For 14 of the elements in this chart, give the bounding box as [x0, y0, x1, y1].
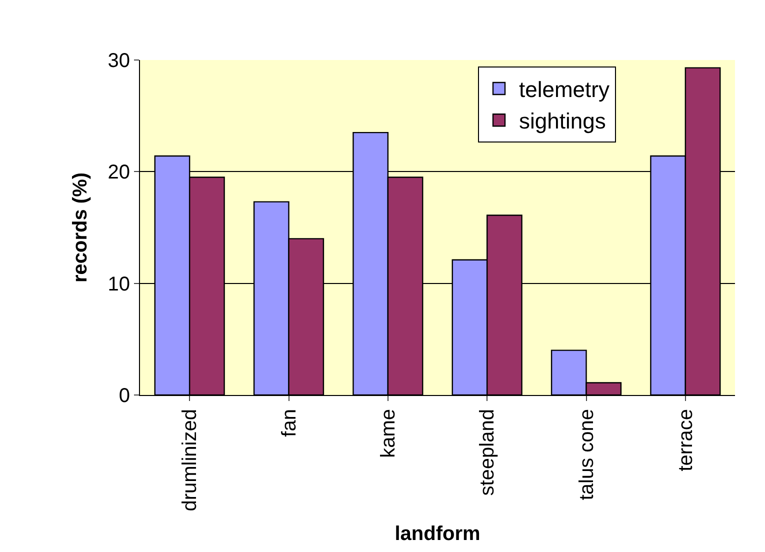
y-tick-label: 20: [108, 162, 130, 184]
legend-label: telemetry: [519, 77, 610, 102]
x-axis-title: landform: [394, 522, 480, 545]
y-tick-label: 0: [118, 385, 130, 407]
x-tick-label: terrace: [674, 409, 697, 472]
x-tick-label: fan: [278, 409, 300, 437]
x-tick-label: drumlinized: [179, 409, 202, 512]
x-tick-label: kame: [377, 409, 400, 458]
y-axis-title: records (%): [69, 172, 92, 283]
x-tick-label: talus cone: [576, 409, 598, 500]
y-tick-label: 30: [108, 50, 130, 72]
x-tick-label: steepland: [476, 409, 499, 496]
legend-label: sightings: [519, 108, 606, 134]
y-tick-label: 10: [108, 273, 130, 296]
